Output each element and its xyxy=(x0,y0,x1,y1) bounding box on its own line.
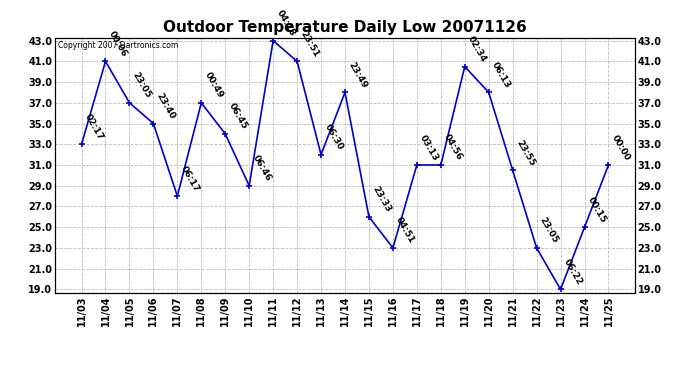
Text: 23:51: 23:51 xyxy=(299,29,321,58)
Text: 23:33: 23:33 xyxy=(371,185,393,214)
Text: 06:17: 06:17 xyxy=(179,164,201,194)
Text: 03:13: 03:13 xyxy=(418,133,440,162)
Text: 00:15: 00:15 xyxy=(586,195,608,224)
Text: 23:49: 23:49 xyxy=(346,60,368,90)
Text: 04:18: 04:18 xyxy=(275,9,297,38)
Text: 00:49: 00:49 xyxy=(203,71,225,100)
Text: 00:00: 00:00 xyxy=(610,134,632,162)
Text: 06:13: 06:13 xyxy=(490,60,512,90)
Title: Outdoor Temperature Daily Low 20071126: Outdoor Temperature Daily Low 20071126 xyxy=(163,20,527,35)
Text: 23:05: 23:05 xyxy=(538,216,560,245)
Text: 00:06: 00:06 xyxy=(107,30,129,58)
Text: Copyright 2007 Dartronics.com: Copyright 2007 Dartronics.com xyxy=(58,41,178,50)
Text: 23:40: 23:40 xyxy=(155,92,177,121)
Text: 02:34: 02:34 xyxy=(466,34,489,64)
Text: 06:45: 06:45 xyxy=(226,102,248,131)
Text: 04:56: 04:56 xyxy=(442,133,464,162)
Text: 23:55: 23:55 xyxy=(514,138,536,167)
Text: 06:46: 06:46 xyxy=(250,154,273,183)
Text: 06:22: 06:22 xyxy=(562,257,584,286)
Text: 04:51: 04:51 xyxy=(394,216,416,245)
Text: 02:17: 02:17 xyxy=(83,112,105,141)
Text: 06:30: 06:30 xyxy=(322,123,344,152)
Text: 23:05: 23:05 xyxy=(131,71,153,100)
